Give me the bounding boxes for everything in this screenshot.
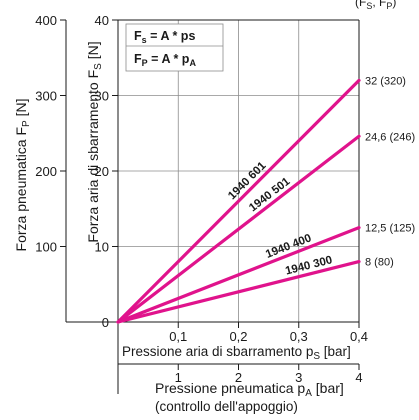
inner-x-tick-label-0: 0,1 (169, 329, 187, 344)
series-line-2 (116, 226, 361, 324)
outer-y-tick-label-1: 200 (35, 164, 57, 179)
inner-y-tick-label-2: 20 (95, 164, 109, 179)
formula-fs: Fs = A * ps (134, 29, 195, 45)
series-end-label-3: 8 (80) (365, 257, 394, 269)
header-fragment: (FS, FP) (355, 0, 396, 11)
outer-y-ticks: 100 200 300 400 (35, 13, 66, 255)
outer-y-tick-label-2: 300 (35, 89, 57, 104)
outer-x-axis-label-line2: (controllo dell'appoggio) (155, 399, 298, 414)
inner-y-tick-label-1: 10 (95, 240, 109, 255)
inner-x-tick-label-3: 0,4 (350, 329, 368, 344)
series-end-label-1: 24,6 (246) (365, 131, 415, 143)
inner-y-tick-label-0: 0 (102, 315, 109, 330)
outer-y-axis-label: Forza pneumatica FP [N] (13, 99, 32, 252)
series-line-0 (116, 78, 361, 324)
series-end-label-0: 32 (320) (365, 75, 406, 87)
inner-y-ticks: 0 10 20 30 40 (95, 13, 118, 330)
inner-x-axis-label: Pressione aria di sbarramento pS [bar] (122, 344, 351, 362)
formula-box (125, 23, 224, 72)
outer-x-axis-label: Pressione pneumatica pA [bar] (155, 380, 344, 399)
inner-x-ticks: 0,1 0,2 0,3 0,4 (169, 322, 368, 344)
grid-lines (118, 20, 359, 322)
outer-x-tick-label-0: 1 (175, 370, 182, 385)
inner-y-tick-label-4: 40 (95, 13, 109, 28)
outer-x-tick-label-2: 3 (295, 370, 302, 385)
inner-y-axis-label: Forza aria di sbarramento FS [N] (85, 41, 104, 242)
outer-y-tick-label-3: 400 (35, 13, 57, 28)
inner-y-tick-label-3: 30 (95, 89, 109, 104)
series-line-3 (116, 260, 361, 324)
inner-x-tick-label-1: 0,2 (229, 329, 247, 344)
outer-x-tick-label-3: 4 (355, 370, 362, 385)
outer-x-ticks: 1 2 3 4 (175, 364, 363, 385)
outer-y-tick-label-0: 100 (35, 240, 57, 255)
inner-x-tick-label-2: 0,3 (290, 329, 308, 344)
outer-x-tick-label-1: 2 (235, 370, 242, 385)
series-line-1 (116, 134, 361, 324)
series-end-label-2: 12,5 (125) (365, 223, 415, 235)
formula-fp: FP = A * pA (134, 52, 196, 68)
